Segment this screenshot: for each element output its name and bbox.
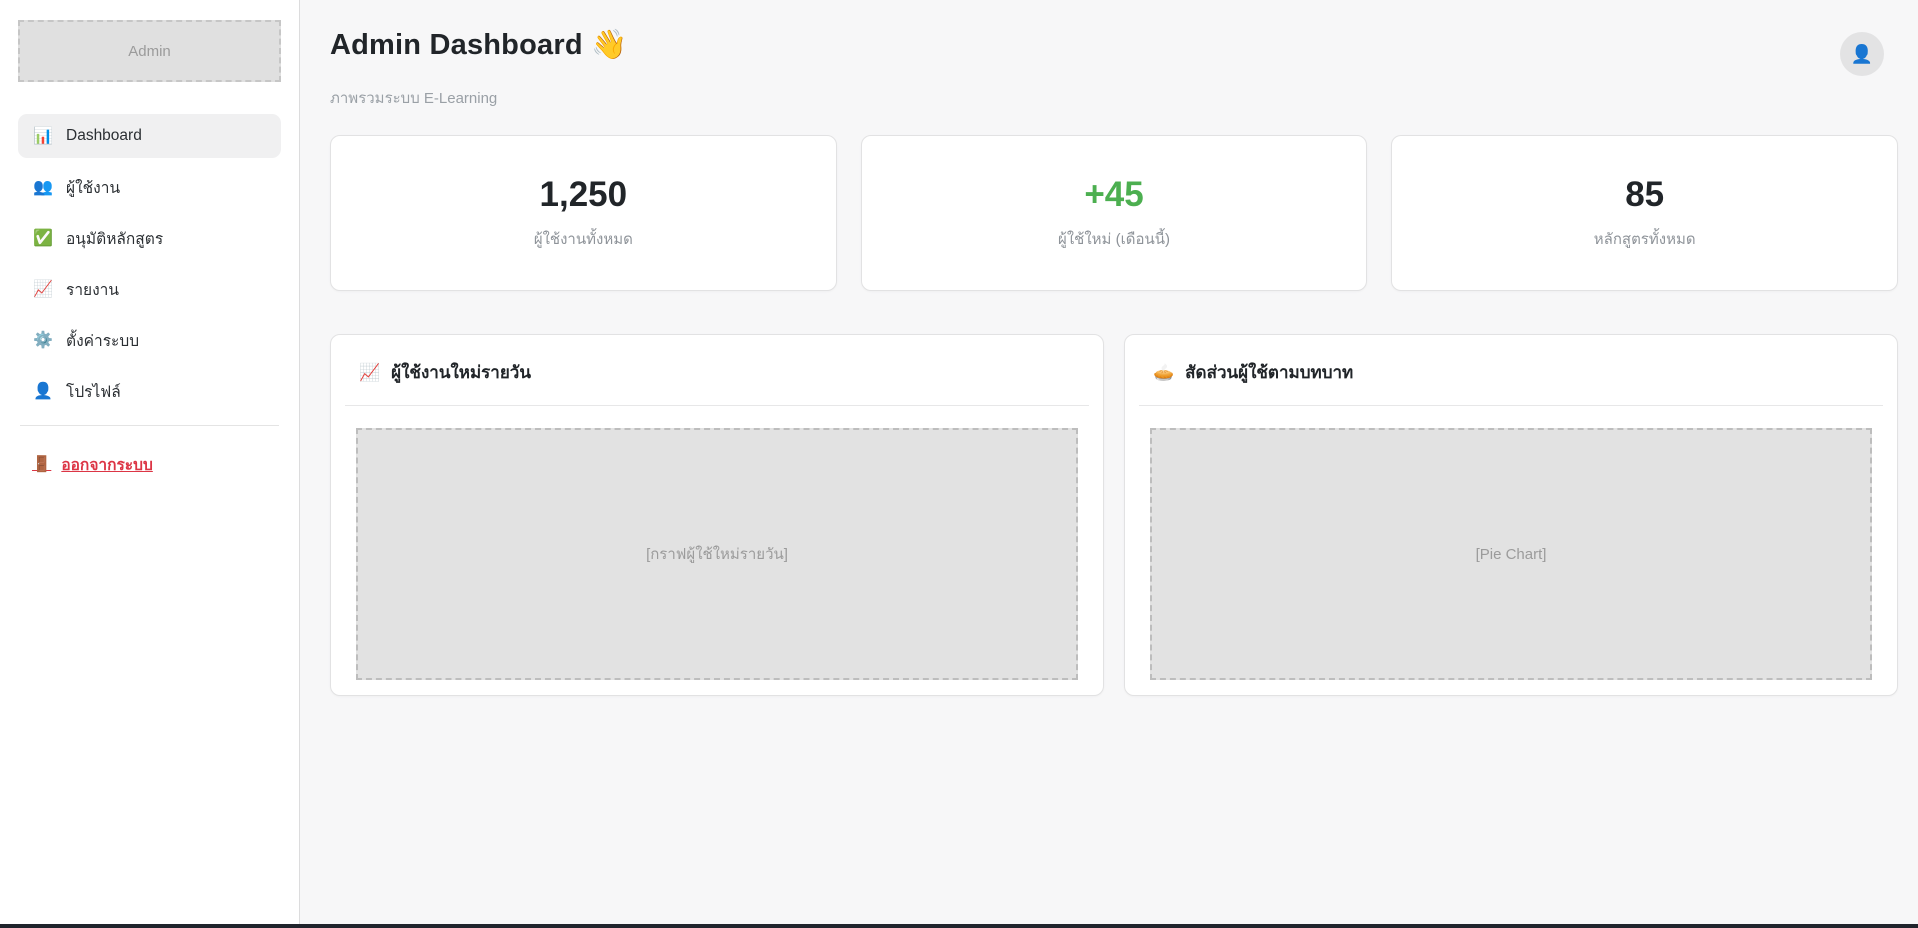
chart-card-divider bbox=[345, 405, 1089, 406]
placeholder-text: [กราฟผู้ใช้ใหม่รายวัน] bbox=[646, 546, 788, 563]
sidebar-item-profile[interactable]: 👤 โปรไฟล์ bbox=[18, 369, 281, 413]
sidebar-item-label: ผู้ใช้งาน bbox=[66, 179, 121, 197]
bottom-bar bbox=[0, 924, 1918, 928]
check-mark-icon: ✅ bbox=[33, 230, 53, 247]
logout-label: ออกจากระบบ bbox=[61, 457, 153, 474]
stat-card-total-users: 1,250 ผู้ใช้งานทั้งหมด bbox=[330, 135, 837, 291]
sidebar: Admin 📊 Dashboard 👥 ผู้ใช้งาน ✅ อนุมัติห… bbox=[0, 0, 300, 924]
stats-row: 1,250 ผู้ใช้งานทั้งหมด +45 ผู้ใช้ใหม่ (เ… bbox=[330, 135, 1899, 291]
stat-label: หลักสูตรทั้งหมด bbox=[1593, 231, 1696, 248]
bar-chart-icon: 📊 bbox=[33, 128, 53, 145]
daily-users-chart-placeholder: [กราฟผู้ใช้ใหม่รายวัน] bbox=[356, 428, 1078, 680]
sidebar-item-users[interactable]: 👥 ผู้ใช้งาน bbox=[18, 165, 281, 209]
user-silhouette-icon: 👤 bbox=[1850, 43, 1874, 64]
stat-card-total-courses: 85 หลักสูตรทั้งหมด bbox=[1391, 135, 1899, 291]
person-icon: 👤 bbox=[33, 383, 53, 400]
sidebar-item-label: รายงาน bbox=[66, 281, 119, 299]
chart-card-title: 🥧 สัดส่วนผู้ใช้ตามบทบาท bbox=[1125, 335, 1897, 405]
brand-box: Admin bbox=[18, 20, 281, 82]
chart-card-daily-new-users: 📈 ผู้ใช้งานใหม่รายวัน [กราฟผู้ใช้ใหม่ราย… bbox=[330, 334, 1104, 696]
logout-link[interactable]: 🚪 ออกจากระบบ bbox=[18, 452, 281, 477]
pie-chart-placeholder: [Pie Chart] bbox=[1150, 428, 1872, 680]
chart-title-text: ผู้ใช้งานใหม่รายวัน bbox=[391, 363, 531, 382]
stat-label: ผู้ใช้งานทั้งหมด bbox=[533, 231, 633, 248]
stat-value: +45 bbox=[1084, 175, 1144, 214]
sidebar-item-label: Dashboard bbox=[66, 127, 142, 144]
charts-row: 📈 ผู้ใช้งานใหม่รายวัน [กราฟผู้ใช้ใหม่ราย… bbox=[330, 334, 1898, 696]
door-icon: 🚪 bbox=[32, 456, 52, 473]
line-chart-icon: 📈 bbox=[33, 281, 53, 298]
gear-icon: ⚙️ bbox=[33, 332, 53, 349]
page-title-text: Admin Dashboard bbox=[330, 29, 583, 61]
pie-icon: 🥧 bbox=[1153, 362, 1175, 382]
sidebar-item-course-approval[interactable]: ✅ อนุมัติหลักสูตร bbox=[18, 216, 281, 260]
sidebar-item-label: ตั้งค่าระบบ bbox=[66, 332, 140, 350]
header-row: Admin Dashboard 👋 ภาพรวมระบบ E-Learning … bbox=[330, 22, 1898, 110]
stat-label: ผู้ใช้ใหม่ (เดือนนี้) bbox=[1058, 231, 1170, 248]
main-content: Admin Dashboard 👋 ภาพรวมระบบ E-Learning … bbox=[300, 0, 1918, 924]
users-icon: 👥 bbox=[33, 179, 53, 196]
sidebar-item-label: โปรไฟล์ bbox=[66, 383, 121, 401]
chart-card-divider bbox=[1139, 405, 1883, 406]
chart-card-users-by-role: 🥧 สัดส่วนผู้ใช้ตามบทบาท [Pie Chart] bbox=[1124, 334, 1898, 696]
stat-value: 1,250 bbox=[539, 175, 628, 214]
sidebar-item-reports[interactable]: 📈 รายงาน bbox=[18, 267, 281, 311]
chart-card-title: 📈 ผู้ใช้งานใหม่รายวัน bbox=[331, 335, 1103, 405]
stat-card-new-users: +45 ผู้ใช้ใหม่ (เดือนนี้) bbox=[860, 135, 1368, 291]
stat-value: 85 bbox=[1625, 175, 1665, 214]
sidebar-item-dashboard[interactable]: 📊 Dashboard bbox=[18, 114, 281, 158]
sidebar-item-label: อนุมัติหลักสูตร bbox=[66, 230, 164, 248]
page-title: Admin Dashboard 👋 bbox=[330, 28, 627, 62]
page-subtitle: ภาพรวมระบบ E-Learning bbox=[330, 90, 498, 107]
sidebar-divider bbox=[20, 425, 279, 426]
line-chart-icon: 📈 bbox=[359, 362, 381, 382]
waving-hand-icon: 👋 bbox=[591, 29, 628, 61]
placeholder-text: [Pie Chart] bbox=[1475, 545, 1547, 563]
sidebar-item-system-settings[interactable]: ⚙️ ตั้งค่าระบบ bbox=[18, 318, 281, 362]
avatar[interactable]: 👤 bbox=[1840, 32, 1884, 76]
brand-label: Admin bbox=[128, 42, 171, 60]
chart-body: [Pie Chart] bbox=[1125, 406, 1897, 695]
sidebar-menu: 📊 Dashboard 👥 ผู้ใช้งาน ✅ อนุมัติหลักสูต… bbox=[18, 114, 281, 413]
chart-body: [กราฟผู้ใช้ใหม่รายวัน] bbox=[331, 406, 1103, 695]
chart-title-text: สัดส่วนผู้ใช้ตามบทบาท bbox=[1185, 363, 1354, 382]
header-text: Admin Dashboard 👋 ภาพรวมระบบ E-Learning bbox=[330, 22, 627, 110]
